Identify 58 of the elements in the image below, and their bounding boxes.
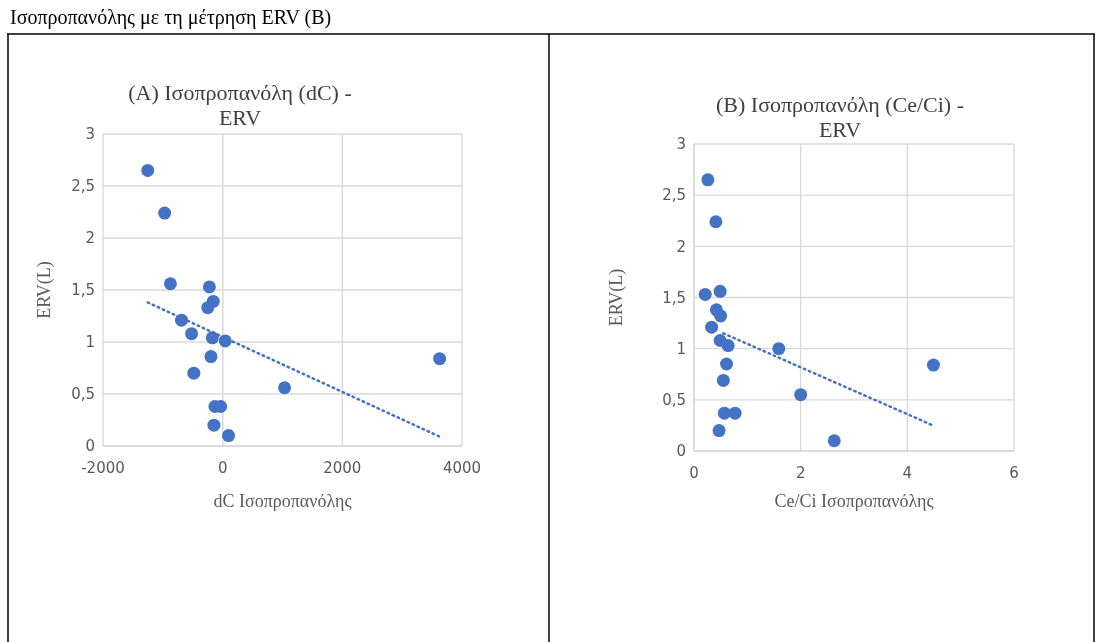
x-tick-label: 2000 (323, 459, 362, 477)
point (721, 339, 735, 353)
point (204, 350, 218, 364)
x-tick-label: 4000 (442, 459, 482, 477)
y-axis-title: ERV(L) (34, 261, 55, 319)
x-tick-label: -2000 (81, 459, 125, 477)
point (187, 366, 201, 380)
point (926, 358, 940, 372)
point (794, 388, 808, 402)
point (709, 215, 723, 229)
y-tick-label: 0,5 (662, 391, 686, 410)
y-tick-label: 2,5 (662, 186, 686, 205)
x-tick-label: 4 (902, 464, 913, 482)
y-axis-title: ERV(L) (606, 268, 627, 327)
point (202, 280, 216, 294)
point (185, 327, 199, 341)
point (717, 406, 731, 420)
point (716, 373, 730, 387)
y-tick-label: 1 (676, 339, 686, 358)
x-tick-label: 6 (1009, 464, 1019, 482)
point (714, 309, 728, 323)
y-tick-label: 1,5 (71, 281, 95, 300)
y-tick-label: 2,5 (71, 177, 95, 196)
x-tick-label: 0 (689, 464, 699, 482)
point (207, 418, 221, 432)
point (158, 206, 172, 220)
chart-title: (A) Ισοπροπανόλη (dC) - ERV (128, 80, 352, 130)
x-tick-label: 2 (795, 464, 806, 482)
point (705, 320, 719, 334)
x-axis-title: dC Ισοπροπανόλης (213, 491, 352, 511)
y-tick-label: 3 (85, 125, 95, 144)
x-tick-label: 0 (217, 459, 228, 477)
y-tick-label: 3 (676, 135, 686, 154)
point (720, 357, 734, 371)
point (141, 163, 155, 177)
y-tick-label: 2 (676, 237, 686, 256)
point (222, 429, 236, 443)
point (205, 331, 219, 345)
text: Ισοπροπανόλης με τη μέτρηση ERV (B) (10, 6, 332, 29)
x-axis-title: Ce/Ci Ισοπροπανόλης (774, 491, 934, 511)
y-tick-label: 1 (85, 333, 95, 352)
point (713, 284, 727, 298)
point (433, 352, 447, 366)
point (201, 301, 215, 315)
point (827, 434, 841, 448)
point (698, 287, 712, 301)
y-tick-label: 0 (676, 442, 686, 461)
chart-title: (B) Ισοπροπανόλη (Ce/Ci) - ERV (716, 92, 964, 142)
y-tick-label: 0,5 (71, 385, 95, 404)
point (772, 342, 786, 356)
y-tick-label: 2 (85, 229, 95, 248)
point (712, 424, 726, 438)
y-tick-label: 1,5 (662, 288, 686, 307)
point (701, 173, 715, 187)
point (163, 277, 177, 291)
point (278, 381, 292, 395)
y-tick-label: 0 (85, 437, 95, 456)
point (728, 406, 742, 420)
